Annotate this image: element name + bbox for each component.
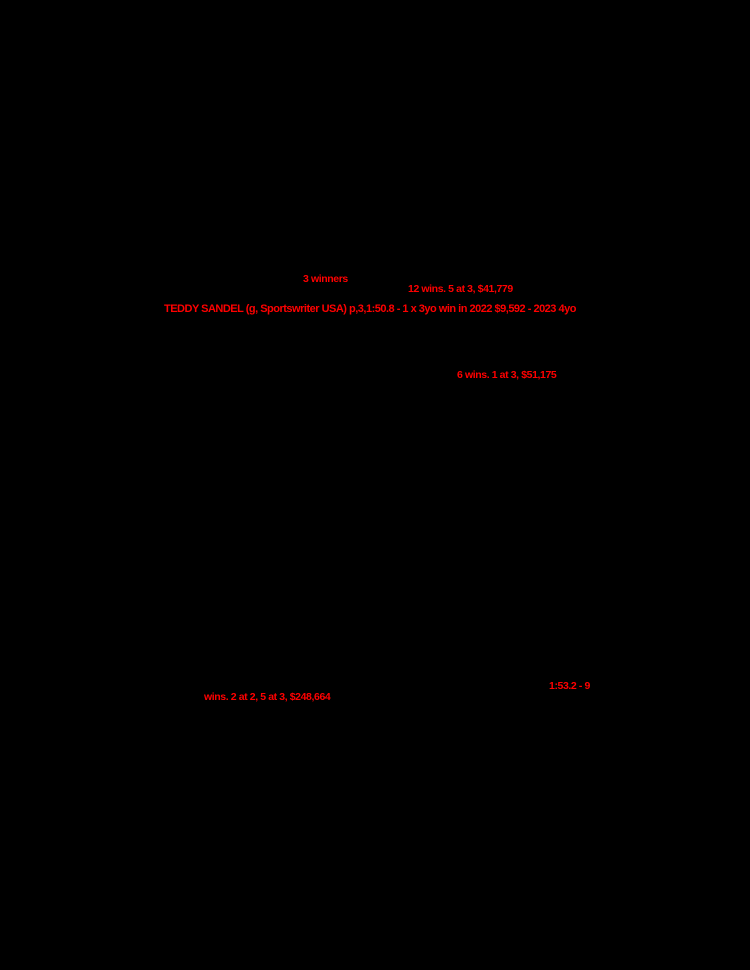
dam-race-record-text: 6 wins. 1 at 3, $51,175	[457, 369, 557, 381]
time-record-text: 1:53.2 - 9	[549, 680, 590, 692]
highlighted-horse-headline: TEDDY SANDEL (g, Sportswriter USA) p,3,1…	[164, 303, 576, 315]
progeny-race-record-text: wins. 2 at 2, 5 at 3, $248,664	[204, 691, 331, 703]
sire-race-record-text: 12 wins. 5 at 3, $41,779	[408, 283, 513, 295]
winners-count-text: 3 winners	[303, 273, 348, 285]
